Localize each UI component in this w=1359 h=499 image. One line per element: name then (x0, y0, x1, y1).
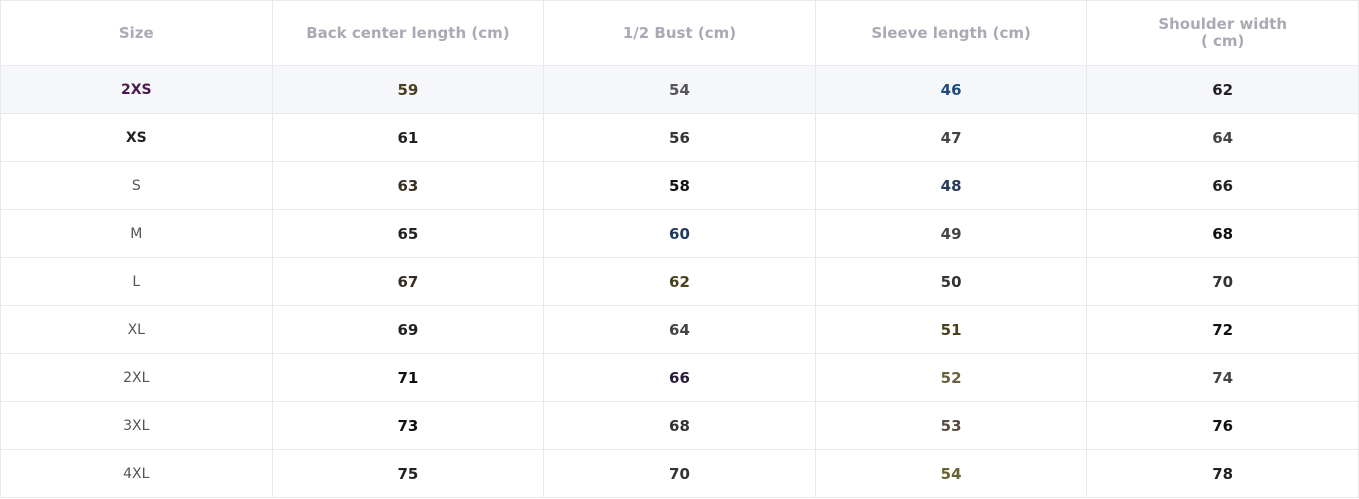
cell-shoulder-width: 76 (1086, 401, 1359, 450)
cell-shoulder-width: 72 (1086, 305, 1359, 354)
header-size: Size (0, 0, 273, 66)
table-row: L 67 62 50 70 (0, 257, 1359, 306)
cell-half-bust: 62 (543, 257, 816, 306)
cell-size: XL (0, 305, 273, 354)
cell-back-center-length: 63 (271, 161, 545, 210)
header-label: 1/2 Bust (cm) (622, 23, 737, 42)
cell-shoulder-width: 62 (1086, 65, 1359, 114)
table-row: 2XL 71 66 52 74 (0, 353, 1359, 402)
header-half-bust: 1/2 Bust (cm) (543, 0, 816, 66)
cell-half-bust: 58 (543, 161, 816, 210)
cell-shoulder-width: 64 (1086, 113, 1359, 162)
cell-shoulder-width: 74 (1086, 353, 1359, 402)
cell-back-center-length: 67 (271, 257, 545, 306)
cell-half-bust: 70 (543, 449, 816, 498)
cell-size: M (0, 209, 273, 258)
cell-sleeve-length: 53 (814, 401, 1088, 450)
cell-back-center-length: 71 (271, 353, 545, 402)
cell-shoulder-width: 70 (1086, 257, 1359, 306)
cell-sleeve-length: 54 (814, 449, 1088, 498)
table-row: M 65 60 49 68 (0, 209, 1359, 258)
table-row: 3XL 73 68 53 76 (0, 401, 1359, 450)
cell-sleeve-length: 52 (814, 353, 1088, 402)
header-label: Sleeve length (cm) (871, 23, 1031, 42)
cell-sleeve-length: 48 (814, 161, 1088, 210)
cell-back-center-length: 65 (271, 209, 545, 258)
header-label: Shoulder width ( cm) (1158, 15, 1288, 50)
cell-shoulder-width: 78 (1086, 449, 1359, 498)
cell-shoulder-width: 68 (1086, 209, 1359, 258)
cell-back-center-length: 59 (271, 65, 545, 114)
cell-shoulder-width: 66 (1086, 161, 1359, 210)
cell-back-center-length: 73 (271, 401, 545, 450)
cell-back-center-length: 61 (271, 113, 545, 162)
cell-sleeve-length: 51 (814, 305, 1088, 354)
cell-size: 4XL (0, 449, 273, 498)
cell-size: 2XL (0, 353, 273, 402)
header-sleeve-length: Sleeve length (cm) (814, 0, 1088, 66)
cell-size: S (0, 161, 273, 210)
cell-size: 2XS (0, 65, 273, 114)
table-row: S 63 58 48 66 (0, 161, 1359, 210)
table-row: XS 61 56 47 64 (0, 113, 1359, 162)
header-back-center-length: Back center length (cm) (271, 0, 545, 66)
cell-half-bust: 64 (543, 305, 816, 354)
cell-sleeve-length: 46 (814, 65, 1088, 114)
cell-size: L (0, 257, 273, 306)
cell-size: 3XL (0, 401, 273, 450)
cell-sleeve-length: 50 (814, 257, 1088, 306)
cell-half-bust: 56 (543, 113, 816, 162)
cell-sleeve-length: 49 (814, 209, 1088, 258)
cell-half-bust: 68 (543, 401, 816, 450)
cell-sleeve-length: 47 (814, 113, 1088, 162)
table-row: XL 69 64 51 72 (0, 305, 1359, 354)
cell-half-bust: 54 (543, 65, 816, 114)
table-row: 4XL 75 70 54 78 (0, 449, 1359, 498)
cell-back-center-length: 69 (271, 305, 545, 354)
header-shoulder-width: Shoulder width ( cm) (1086, 0, 1359, 66)
header-row: Size Back center length (cm) 1/2 Bust (c… (0, 0, 1359, 66)
cell-back-center-length: 75 (271, 449, 545, 498)
cell-half-bust: 60 (543, 209, 816, 258)
table-row: 2XS 59 54 46 62 (0, 65, 1359, 114)
header-label: Back center length (cm) (306, 23, 510, 42)
header-label: Size (118, 23, 154, 42)
cell-size: XS (0, 113, 273, 162)
cell-half-bust: 66 (543, 353, 816, 402)
